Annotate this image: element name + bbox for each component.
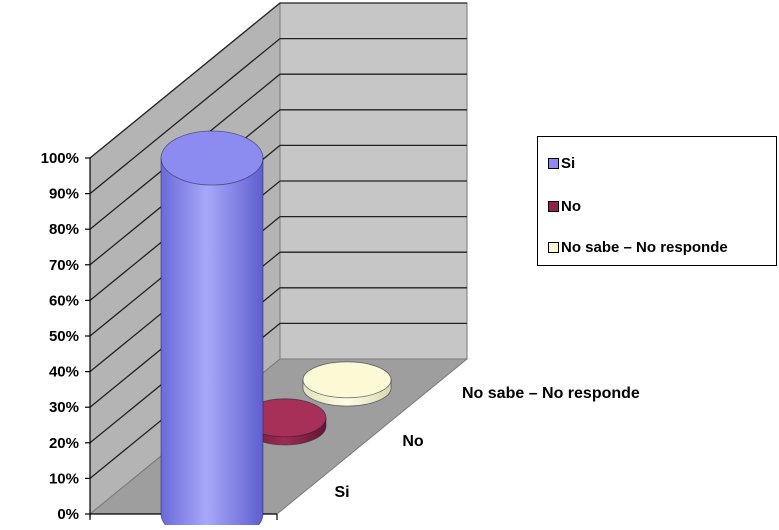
category-label: Si — [334, 484, 349, 501]
legend-swatch-si — [548, 158, 559, 169]
bar-no — [243, 398, 327, 446]
chart-marks — [160, 130, 392, 530]
y-tick-label: 30% — [49, 399, 79, 416]
y-tick-label: 40% — [49, 364, 79, 381]
gridline — [89, 37, 467, 195]
legend-item: No sabe – No responde — [548, 239, 728, 256]
gridline — [89, 109, 467, 266]
category-label: No sabe – No responde — [462, 385, 640, 402]
gridline — [89, 2, 467, 159]
bar-top — [302, 361, 392, 399]
category-label: No — [402, 433, 424, 450]
gridline — [89, 251, 467, 408]
gridline — [89, 215, 467, 373]
y-tick-label: 100% — [41, 150, 79, 167]
legend: Si No No sabe – No responde — [537, 136, 777, 266]
bar-si — [160, 130, 264, 530]
legend-label: No sabe – No responde — [561, 239, 728, 256]
y-tick-label: 60% — [49, 292, 79, 309]
y-tick-label: 50% — [49, 328, 79, 345]
gridline — [89, 180, 467, 337]
legend-swatch-no-sabe — [548, 242, 559, 253]
gridline — [89, 322, 467, 479]
legend-item: No — [548, 198, 581, 215]
y-tick-label: 90% — [49, 186, 79, 203]
bar-no-sabe-no-responde — [302, 361, 392, 407]
bar-top — [160, 130, 264, 186]
legend-label: Si — [561, 155, 576, 172]
gridlines — [89, 2, 467, 479]
gridline — [89, 287, 467, 444]
legend-item: Si — [548, 155, 575, 172]
y-axis: 0% 10% 20% 30% 40% 50% 60% 70% 80% 90% 100% — [41, 150, 278, 523]
legend-label: No — [561, 198, 581, 215]
gridline — [89, 144, 467, 301]
category-labels: Si No No sabe – No responde — [334, 385, 639, 501]
bar-body — [160, 157, 264, 530]
y-tick-label: 0% — [57, 506, 79, 523]
y-tick-label: 70% — [49, 257, 79, 274]
y-tick-label: 80% — [49, 221, 79, 238]
y-tick-label: 20% — [49, 435, 79, 452]
legend-swatch-no — [548, 201, 559, 212]
gridline — [89, 73, 467, 230]
y-tick-label: 10% — [49, 470, 79, 487]
